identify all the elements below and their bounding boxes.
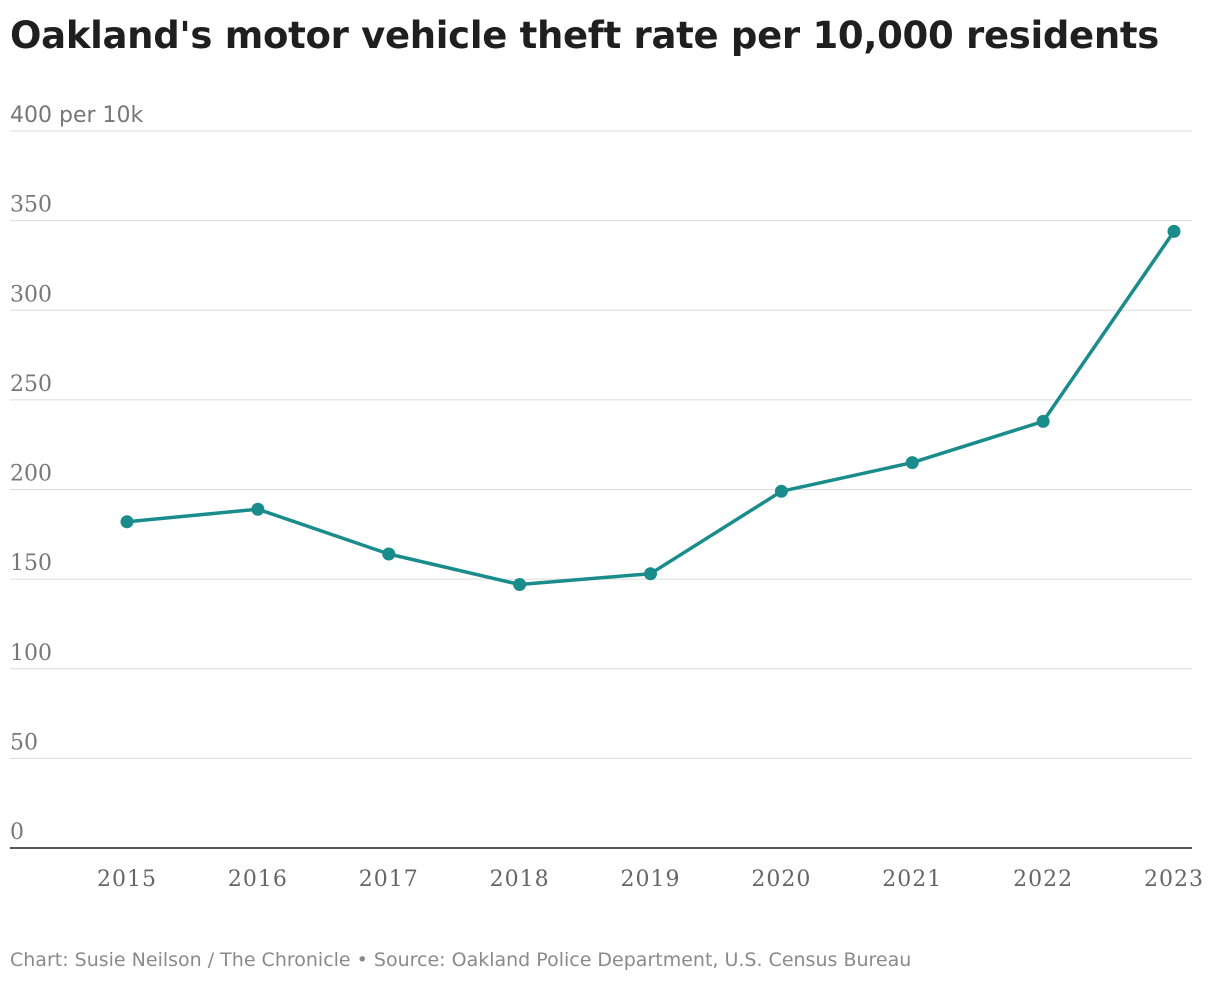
x-tick-label: 2016 [228,867,288,892]
x-tick-label: 2017 [359,867,419,892]
chart-title: Oakland's motor vehicle theft rate per 1… [10,14,1159,57]
chart-footer: Chart: Susie Neilson / The Chronicle • S… [10,949,911,971]
x-tick-label: 2019 [621,867,681,892]
chart-source: Source: Oakland Police Department, U.S. … [373,949,912,971]
data-point-2022 [1036,414,1050,428]
x-tick-label: 2022 [1013,867,1073,892]
data-point-2019 [644,567,657,581]
data-point-2017 [382,547,396,561]
y-unit-label: 400 per 10k [10,103,144,128]
x-tick-label: 2021 [882,867,942,892]
y-tick-label: 0 [10,820,24,845]
data-point-2023 [1167,224,1181,238]
data-point-2018 [513,578,527,592]
series-line [125,229,1176,587]
x-tick-label: 2020 [751,867,811,892]
chart-credit: Chart: Susie Neilson / The Chronicle [10,949,351,971]
y-tick-label: 150 [10,551,52,576]
x-tick-label: 2018 [490,867,550,892]
data-point-2015 [120,515,134,529]
y-tick-label: 50 [10,730,38,755]
grid-layer [10,130,1192,759]
x-tick-label: 2015 [97,867,157,892]
y-tick-label: 200 [10,462,52,487]
x-tick-label: 2023 [1144,867,1204,892]
data-point-2020 [774,484,788,498]
data-point-2021 [905,456,919,470]
y-tick-label: 300 [10,282,52,307]
axis-layer: 0 50 100 150 200 250 300 350 400 per 10k 2015 2016… [10,103,1204,892]
y-tick-label: 250 [10,372,52,397]
y-tick-label: 350 [10,193,52,218]
footer-separator: • [356,949,368,971]
series-layer [120,224,1181,592]
data-point-2016 [251,502,265,516]
y-tick-label: 100 [10,641,52,666]
